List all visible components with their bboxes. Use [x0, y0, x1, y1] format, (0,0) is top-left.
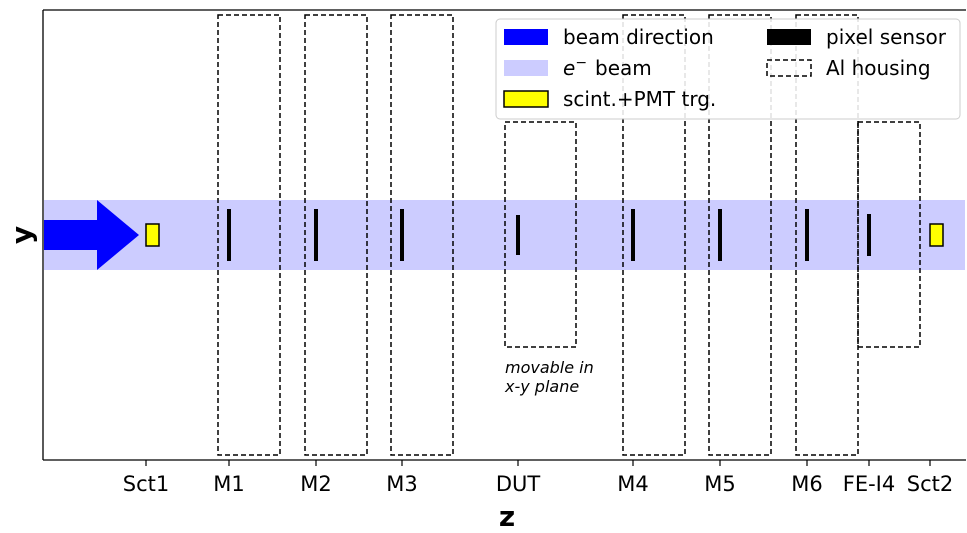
electron-beam-band [44, 200, 965, 270]
tick-label-m6: M6 [791, 472, 822, 496]
tick-label-m1: M1 [213, 472, 244, 496]
annotation-line-1: movable in [505, 358, 594, 377]
x-tick-labels: Sct1 M1 M2 M3 DUT M4 M5 M6 FE-I4 Sct2 [123, 472, 953, 496]
legend-swatch-scintillator [503, 90, 549, 108]
legend-label-beam-direction: beam direction [563, 25, 714, 49]
legend-label-electron-beam: e− beam [563, 55, 652, 80]
housing-m3 [390, 14, 454, 456]
y-axis-label: y [5, 226, 38, 244]
pixel-sensors [227, 209, 871, 261]
x-axis-label: z [499, 500, 515, 533]
legend-box [495, 18, 961, 120]
legend-label-scintillator: scint.+PMT trg. [563, 87, 716, 111]
housings [217, 14, 921, 456]
scintillator-sct1 [145, 223, 160, 247]
housing-m5 [708, 14, 772, 456]
tick-label-sct2: Sct2 [907, 472, 953, 496]
tick-label-m3: M3 [386, 472, 417, 496]
housing-m1 [217, 14, 281, 456]
electron-beam-word: beam [595, 56, 652, 80]
tick-label-m5: M5 [704, 472, 735, 496]
axes-frame [42, 9, 966, 461]
legend-swatch-al-housing [766, 59, 812, 77]
tick-label-m2: M2 [300, 472, 331, 496]
x-ticks [145, 460, 931, 466]
housing-m2 [304, 14, 368, 456]
electron-symbol: e [563, 56, 575, 80]
legend-swatch-beam-direction [504, 29, 548, 45]
legend-swatch-pixel-sensor [767, 29, 811, 45]
housing-dut [504, 121, 577, 348]
tick-label-sct1: Sct1 [123, 472, 169, 496]
legend-label-al-housing: Al housing [826, 56, 931, 80]
electron-charge: − [575, 55, 587, 71]
tick-label-fe-i4: FE-I4 [843, 472, 895, 496]
tick-label-m4: M4 [617, 472, 648, 496]
scintillator-sct2 [929, 223, 944, 247]
legend-swatch-electron-beam [504, 60, 548, 76]
housing-m4 [622, 14, 686, 456]
legend-label-pixel-sensor: pixel sensor [826, 25, 947, 49]
beam-direction-arrow [44, 200, 139, 270]
annotation-line-2: x-y plane [504, 377, 579, 396]
legend: beam direction e− beam scint.+PMT trg. pi… [495, 18, 961, 120]
tick-label-dut: DUT [496, 472, 541, 496]
